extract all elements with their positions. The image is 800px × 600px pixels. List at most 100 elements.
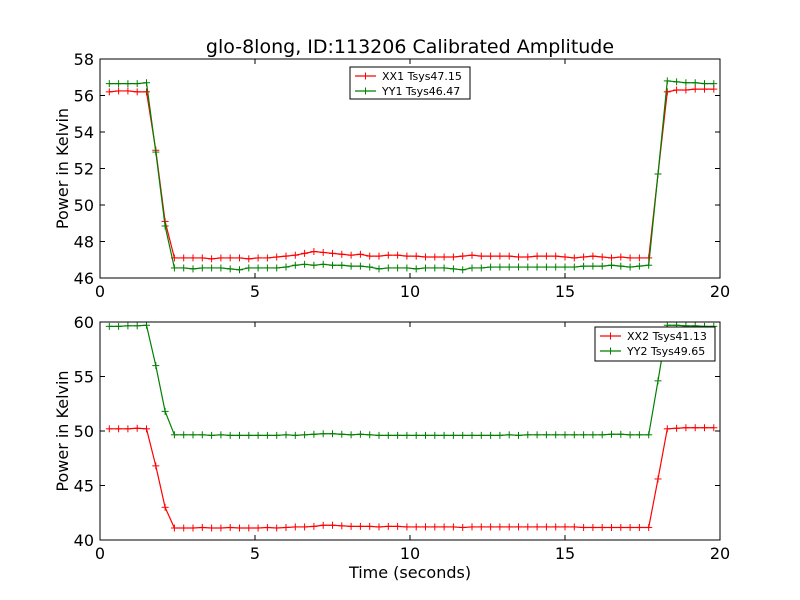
data-point (626, 431, 634, 439)
data-point (440, 431, 448, 439)
data-point (533, 523, 541, 531)
data-point (226, 431, 234, 439)
data-point (580, 523, 588, 531)
legend-box (349, 66, 471, 100)
data-point (449, 253, 457, 261)
data-point (282, 252, 290, 260)
data-point (505, 431, 513, 439)
data-point (245, 524, 253, 532)
data-point (663, 88, 671, 96)
data-point (617, 262, 625, 270)
data-point (663, 425, 671, 433)
data-point (198, 264, 206, 272)
data-point (273, 524, 281, 532)
x-tick-label: 20 (710, 544, 730, 563)
data-point (189, 431, 197, 439)
data-point (645, 431, 653, 439)
data-point (170, 264, 178, 272)
data-point (180, 524, 188, 532)
series-line (109, 80, 714, 271)
data-point (384, 431, 392, 439)
data-point (617, 523, 625, 531)
data-point (422, 431, 429, 439)
data-point (533, 252, 541, 260)
data-point (254, 524, 262, 532)
data-point (384, 264, 392, 272)
data-point (515, 253, 522, 261)
data-point (263, 264, 271, 272)
data-point (440, 264, 448, 272)
data-point (301, 523, 309, 531)
data-point (515, 431, 522, 439)
data-point (403, 264, 411, 272)
data-point (552, 252, 560, 260)
data-point (161, 407, 169, 415)
data-point (152, 148, 160, 156)
data-point (161, 503, 169, 511)
data-point (226, 265, 234, 273)
data-point (673, 86, 681, 94)
data-point (580, 253, 588, 261)
x-tick-label: 5 (250, 282, 260, 301)
data-point (459, 266, 467, 274)
y-tick-label: 45 (74, 477, 94, 496)
data-point (394, 431, 402, 439)
data-point (412, 265, 420, 273)
data-point (431, 264, 439, 272)
data-point (515, 523, 522, 531)
data-point (133, 88, 141, 96)
data-point (152, 362, 160, 370)
data-point (589, 252, 597, 260)
data-point (356, 262, 364, 270)
data-point (505, 523, 513, 531)
data-point (124, 87, 132, 95)
data-point (394, 251, 402, 259)
data-point (263, 523, 271, 531)
data-point (301, 260, 309, 268)
data-point (105, 88, 113, 96)
data-point (608, 261, 615, 269)
data-point (366, 522, 374, 530)
data-point (552, 523, 560, 531)
data-point (440, 523, 448, 531)
data-point (635, 254, 643, 262)
y-tick-label: 40 (74, 531, 94, 550)
data-point (608, 254, 615, 262)
data-point (198, 254, 206, 262)
data-point (542, 431, 550, 439)
data-point (236, 431, 243, 439)
data-point (273, 431, 281, 439)
data-point (645, 523, 653, 531)
legend-label: YY2 Tsys49.65 (626, 345, 705, 358)
data-point (580, 431, 588, 439)
data-point (552, 431, 560, 439)
data-point (682, 86, 690, 94)
data-point (310, 522, 318, 530)
data-point (468, 431, 476, 439)
data-point (459, 252, 467, 260)
data-point (208, 255, 216, 263)
data-point (598, 262, 606, 270)
data-point (691, 424, 699, 432)
series-1-group (105, 85, 718, 263)
data-point (626, 523, 634, 531)
data-point (710, 424, 718, 432)
data-point (561, 263, 569, 271)
data-point (524, 523, 532, 531)
y-tick-label: 50 (74, 422, 94, 441)
data-point (608, 523, 615, 531)
data-point (273, 253, 281, 261)
y-tick-label: 50 (74, 196, 94, 215)
data-point (654, 377, 662, 385)
data-point (598, 523, 606, 531)
data-point (189, 254, 197, 262)
data-point (347, 262, 355, 270)
data-point (245, 431, 253, 439)
data-point (635, 523, 643, 531)
data-point (459, 431, 467, 439)
data-point (449, 265, 457, 273)
data-point (552, 263, 560, 271)
data-point (580, 262, 588, 270)
data-point (598, 253, 606, 261)
legend-label: XX1 Tsys47.15 (382, 70, 462, 83)
